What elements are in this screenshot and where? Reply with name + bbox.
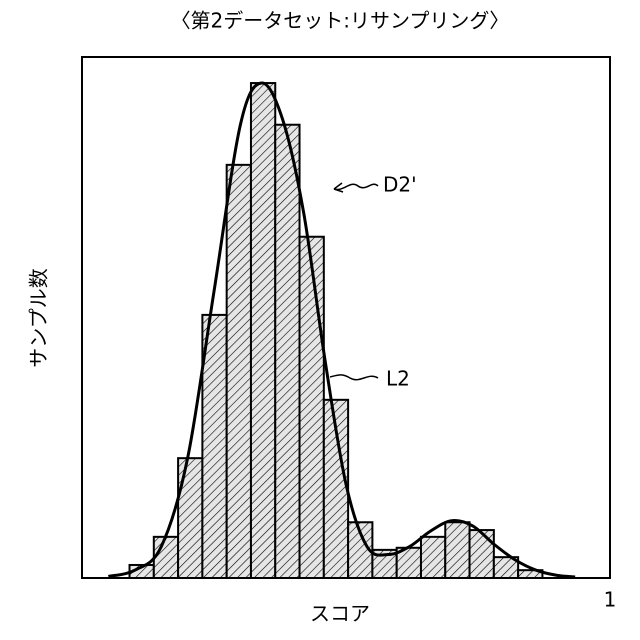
histogram-bar	[445, 522, 469, 578]
histogram-bar	[275, 125, 299, 578]
histogram-bar	[421, 537, 445, 578]
l2-leader	[330, 375, 378, 380]
chart-title: 〈第2データセット:リサンプリング〉	[171, 9, 510, 33]
histogram-bar	[178, 458, 202, 578]
plot-area	[108, 83, 575, 578]
histogram-bar	[470, 530, 494, 578]
histogram-bar	[300, 237, 324, 578]
x-tick-label: 1	[604, 588, 617, 612]
histogram-label: D2'	[383, 173, 417, 197]
d2-arrowhead	[334, 183, 343, 192]
chart: 〈第2データセット:リサンプリング〉 スコア サンプル数 D2' L2 1	[0, 0, 640, 640]
curve-label: L2	[386, 367, 410, 391]
x-axis-label: スコア	[310, 602, 370, 626]
histogram-bar	[251, 83, 275, 578]
histogram-bar	[227, 165, 251, 578]
y-axis-label: サンプル数	[27, 268, 51, 367]
d2-leader	[334, 184, 378, 189]
histogram-bar	[154, 537, 178, 578]
